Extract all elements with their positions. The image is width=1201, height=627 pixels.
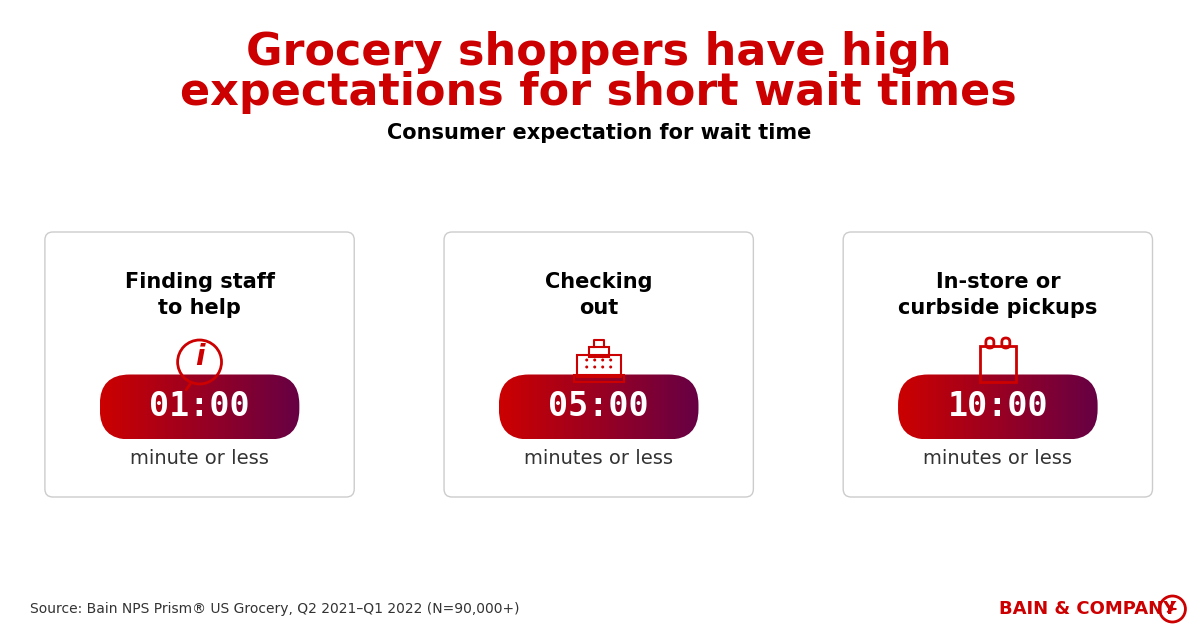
Text: i: i — [195, 343, 204, 371]
Circle shape — [602, 359, 604, 362]
Circle shape — [585, 359, 588, 362]
Bar — [588, 347, 609, 357]
Circle shape — [609, 359, 613, 362]
Circle shape — [602, 366, 604, 369]
Circle shape — [593, 359, 596, 362]
Bar — [576, 355, 621, 377]
Bar — [574, 375, 623, 382]
Text: BAIN & COMPANY: BAIN & COMPANY — [999, 600, 1176, 618]
Text: Grocery shoppers have high: Grocery shoppers have high — [246, 31, 951, 73]
Text: minutes or less: minutes or less — [924, 450, 1072, 468]
Circle shape — [609, 366, 613, 369]
Text: Consumer expectation for wait time: Consumer expectation for wait time — [387, 123, 811, 143]
FancyBboxPatch shape — [843, 232, 1153, 497]
Circle shape — [585, 366, 588, 369]
Text: Source: Bain NPS Prism® US Grocery, Q2 2021–Q1 2022 (N=90,000+): Source: Bain NPS Prism® US Grocery, Q2 2… — [30, 602, 520, 616]
Text: expectations for short wait times: expectations for short wait times — [180, 70, 1017, 113]
FancyBboxPatch shape — [44, 232, 354, 497]
Text: 01:00: 01:00 — [149, 391, 250, 423]
Text: Finding staff
to help: Finding staff to help — [125, 272, 275, 319]
Circle shape — [593, 366, 596, 369]
Text: Checking
out: Checking out — [545, 272, 652, 319]
FancyArrowPatch shape — [186, 384, 190, 390]
Text: In-store or
curbside pickups: In-store or curbside pickups — [898, 272, 1098, 319]
Text: 10:00: 10:00 — [948, 391, 1048, 423]
Text: 05:00: 05:00 — [549, 391, 649, 423]
Text: minute or less: minute or less — [130, 450, 269, 468]
Bar — [980, 346, 1016, 382]
Text: minutes or less: minutes or less — [524, 450, 674, 468]
FancyBboxPatch shape — [444, 232, 753, 497]
